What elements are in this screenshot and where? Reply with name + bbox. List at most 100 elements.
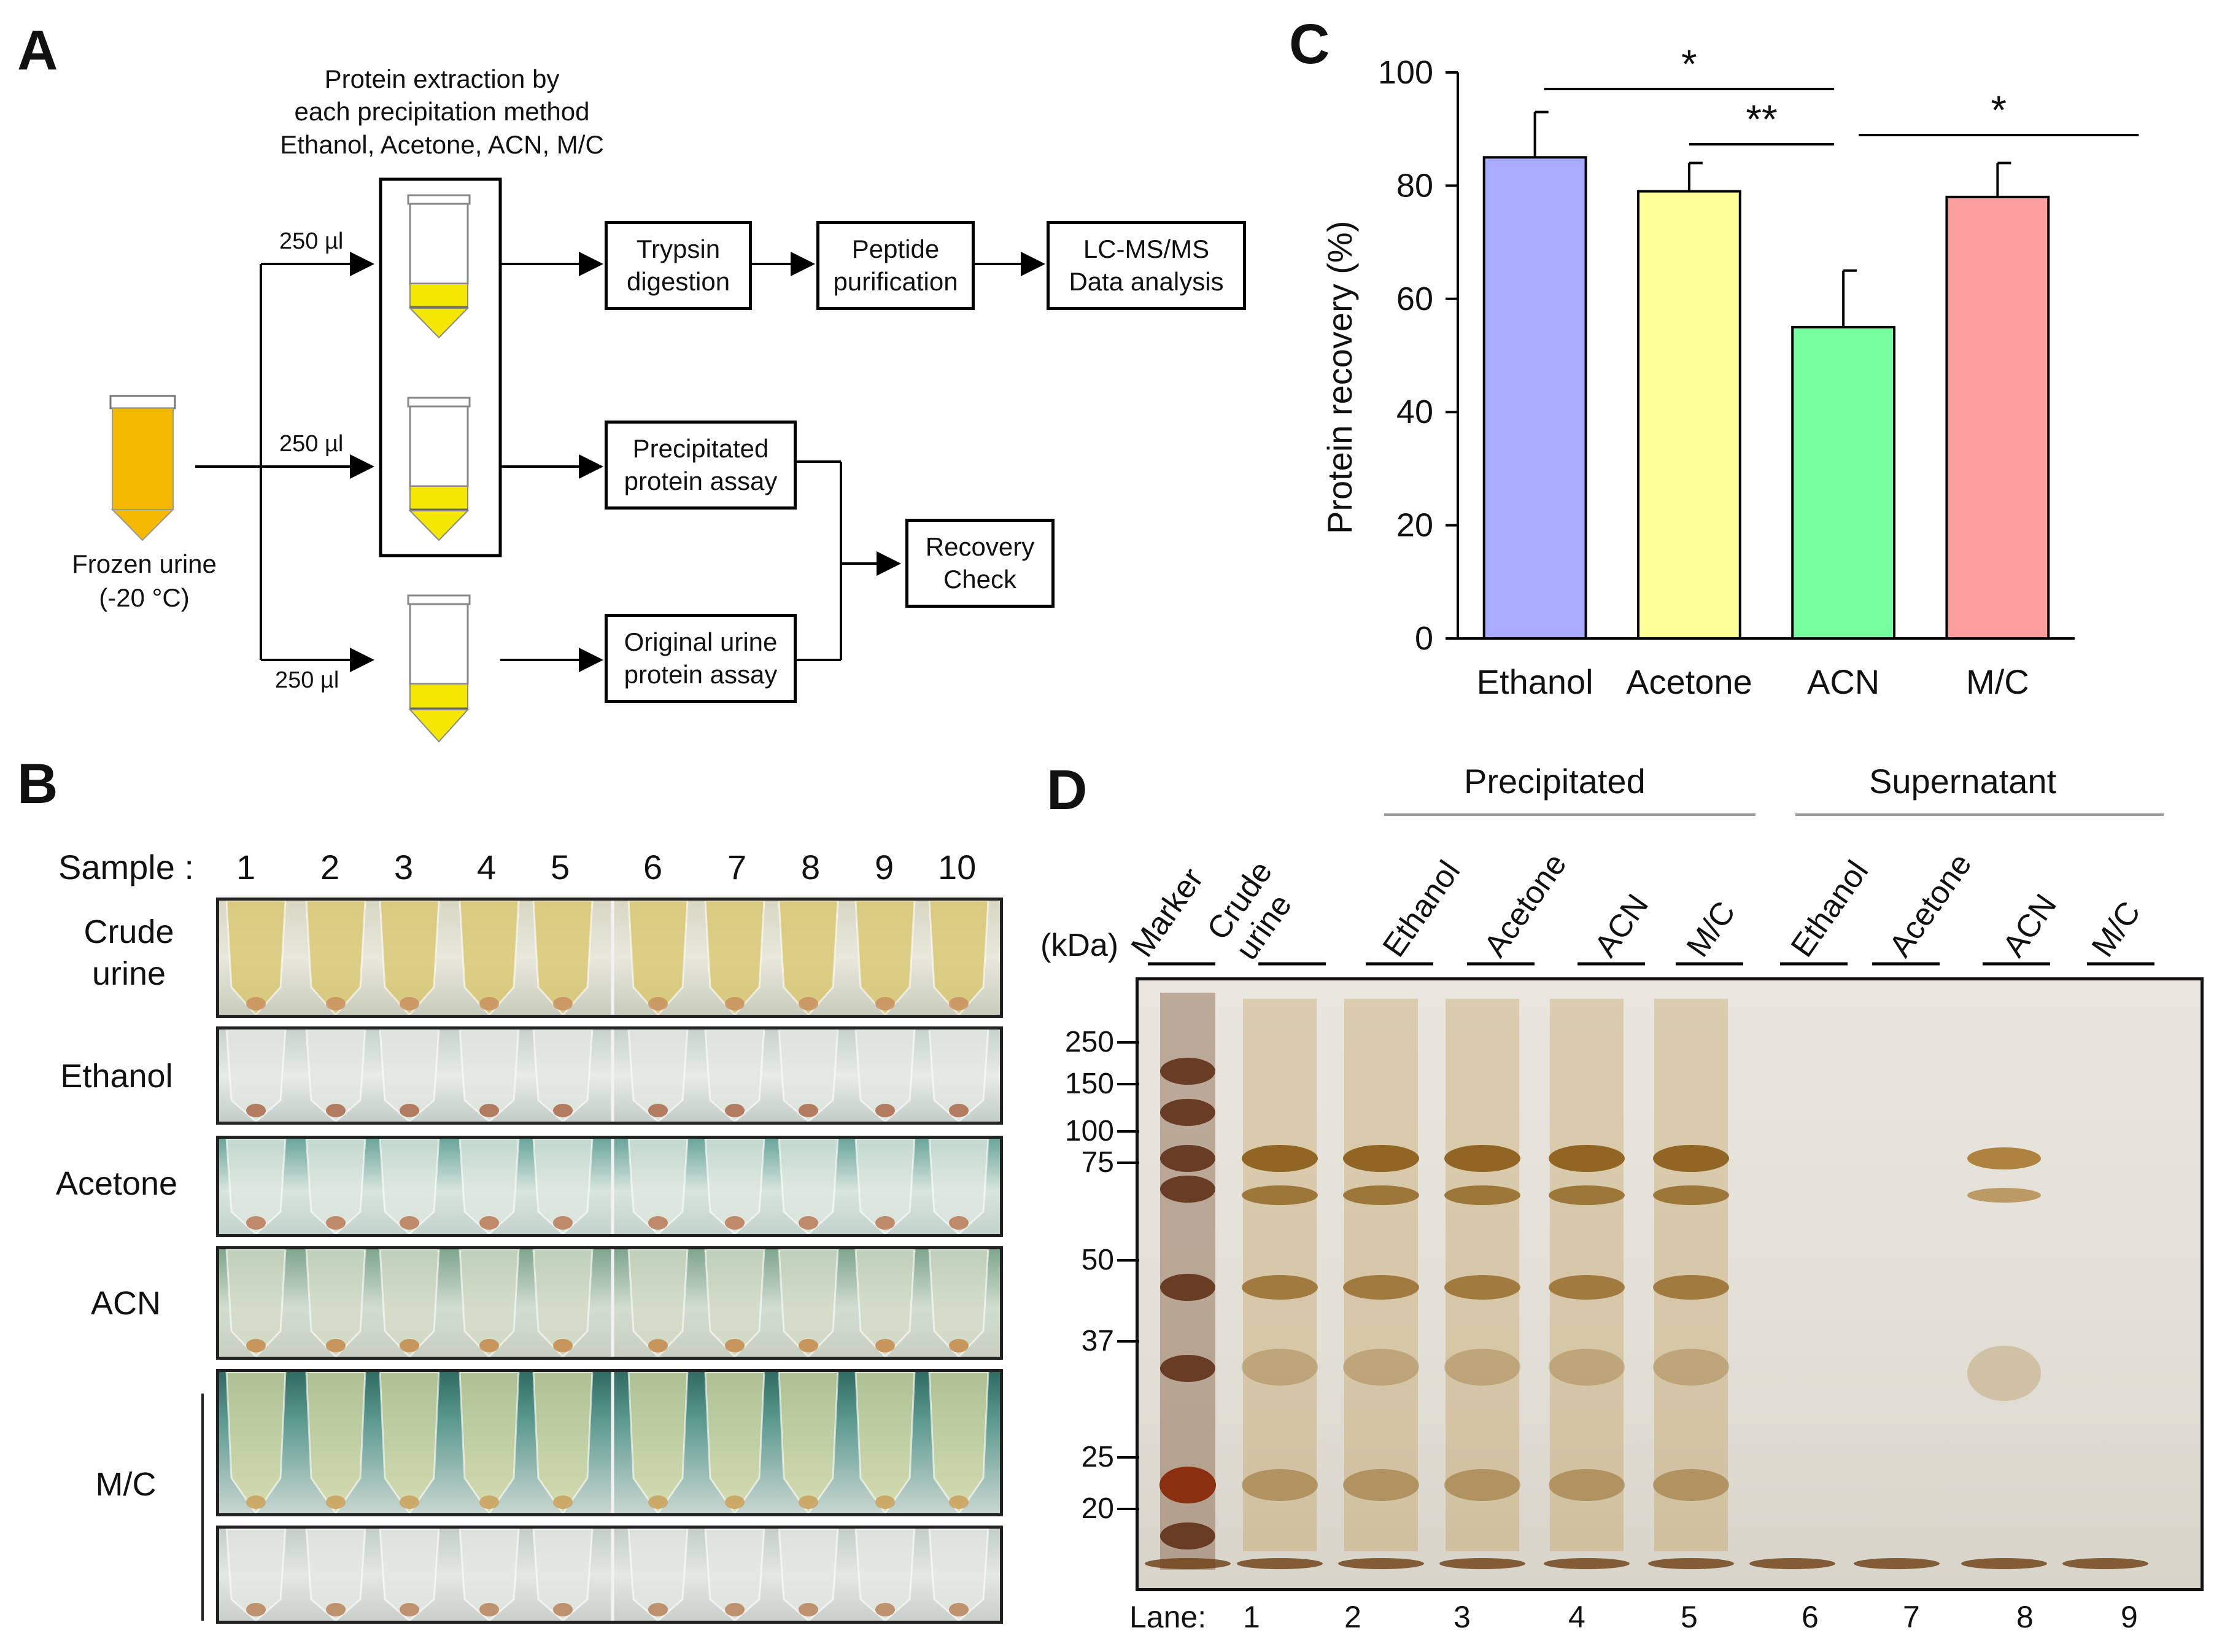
lane-header-underlines [1148, 962, 2154, 966]
volume-label-1: 250 µl [279, 228, 344, 254]
pellet [949, 1495, 969, 1509]
tube [928, 1139, 989, 1234]
kda-label: (kDa) [1040, 928, 1119, 963]
protein-band [1242, 1469, 1318, 1501]
x-tick-label: M/C [1966, 662, 2029, 701]
recovery-check-box: Recovery Check [905, 519, 1055, 608]
tube [379, 901, 440, 1015]
marker-ticks [1117, 1041, 1139, 1510]
pellet [799, 1216, 818, 1230]
tube [225, 1139, 287, 1234]
tube [225, 1249, 287, 1357]
marker-band [1160, 1274, 1215, 1301]
tube [928, 901, 989, 1015]
workflow-caption-line-2: each precipitation method [294, 97, 590, 126]
protein-band [1444, 1145, 1520, 1172]
pellet [949, 1104, 969, 1117]
protein-band [1549, 1145, 1625, 1172]
tube [532, 1030, 594, 1122]
pellet [246, 1603, 266, 1616]
tube [305, 1529, 366, 1621]
dye-front [2062, 1558, 2148, 1569]
pellet [949, 1216, 969, 1230]
dye-front [1961, 1558, 2047, 1569]
photo-row-acn [216, 1246, 1003, 1360]
tube [778, 1372, 839, 1513]
y-axis-label: Protein recovery (%) [1320, 220, 1359, 534]
protein-band [1444, 1349, 1520, 1386]
pellet [326, 1104, 346, 1117]
frozen-urine-temp: (-20 °C) [99, 583, 190, 612]
pellet [648, 1603, 668, 1616]
precipitated-group-line [1384, 813, 1756, 816]
lane-number-7: 7 [1903, 1600, 1920, 1634]
pellet [553, 1216, 573, 1230]
pellet [246, 1495, 266, 1509]
protein-band [1549, 1185, 1625, 1205]
gel-image [1136, 977, 2204, 1591]
protein-band [1653, 1145, 1729, 1172]
marker-label-37: 37 [1081, 1325, 1114, 1357]
dye-front [1338, 1558, 1424, 1569]
volume-label-3: 250 µl [275, 667, 339, 693]
tube [854, 1529, 916, 1621]
tube [532, 901, 594, 1015]
x-tick-label: Acetone [1626, 662, 1752, 701]
x-tick-label: ACN [1807, 662, 1879, 701]
photo-row-mc-1 [216, 1369, 1003, 1516]
pellet [326, 1495, 346, 1509]
protein-band [1967, 1147, 2041, 1169]
marker-band [1160, 1058, 1215, 1085]
pellet [479, 1104, 499, 1117]
protein-band [1444, 1275, 1520, 1300]
protein-band [1444, 1469, 1520, 1501]
tube [704, 1139, 765, 1234]
marker-band [1160, 1355, 1215, 1382]
photo-row-mc-2 [216, 1526, 1003, 1624]
tube [532, 1372, 594, 1513]
bar-ethanol [1482, 156, 1587, 640]
row-label-acetone: Acetone [55, 1165, 178, 1202]
marker-label-150: 150 [1064, 1068, 1114, 1100]
tube [225, 1372, 287, 1513]
tube [225, 1030, 287, 1122]
marker-label-20: 20 [1081, 1492, 1114, 1525]
sample-number-5: 5 [551, 848, 570, 886]
tube [928, 1529, 989, 1621]
marker-label-50: 50 [1081, 1244, 1114, 1276]
gel-bands [1145, 993, 2148, 1570]
protein-band [1549, 1469, 1625, 1501]
original-urine-protein-assay-box: Original urine protein assay [605, 614, 797, 703]
pellet [725, 1495, 745, 1509]
tube [778, 901, 839, 1015]
tube [305, 1372, 366, 1513]
pellet [246, 1216, 266, 1230]
pellet [725, 1603, 745, 1616]
pellet [799, 1603, 818, 1616]
dye-front [1439, 1558, 1525, 1569]
protein-band [1343, 1469, 1419, 1501]
tube [532, 1529, 594, 1621]
pellet [949, 1339, 969, 1352]
panel-label-a: A [17, 19, 58, 82]
lane-number-8: 8 [2016, 1600, 2034, 1634]
protein-band [1653, 1469, 1729, 1501]
tube [928, 1372, 989, 1513]
sample-number-3: 3 [394, 848, 414, 886]
pellet [799, 1339, 818, 1352]
tube [379, 1030, 440, 1122]
protein-band [1343, 1145, 1419, 1172]
pellet [725, 1104, 745, 1117]
tube [854, 1249, 916, 1357]
lane-number-9: 9 [2121, 1600, 2138, 1634]
protein-band [1967, 1188, 2041, 1203]
workflow-diagram [109, 177, 1045, 743]
tube [704, 1529, 765, 1621]
tube [627, 1139, 689, 1234]
tube [704, 1249, 765, 1357]
marker-band [1160, 1099, 1215, 1126]
tube [778, 1139, 839, 1234]
tube [379, 1529, 440, 1621]
pellet [648, 1216, 668, 1230]
